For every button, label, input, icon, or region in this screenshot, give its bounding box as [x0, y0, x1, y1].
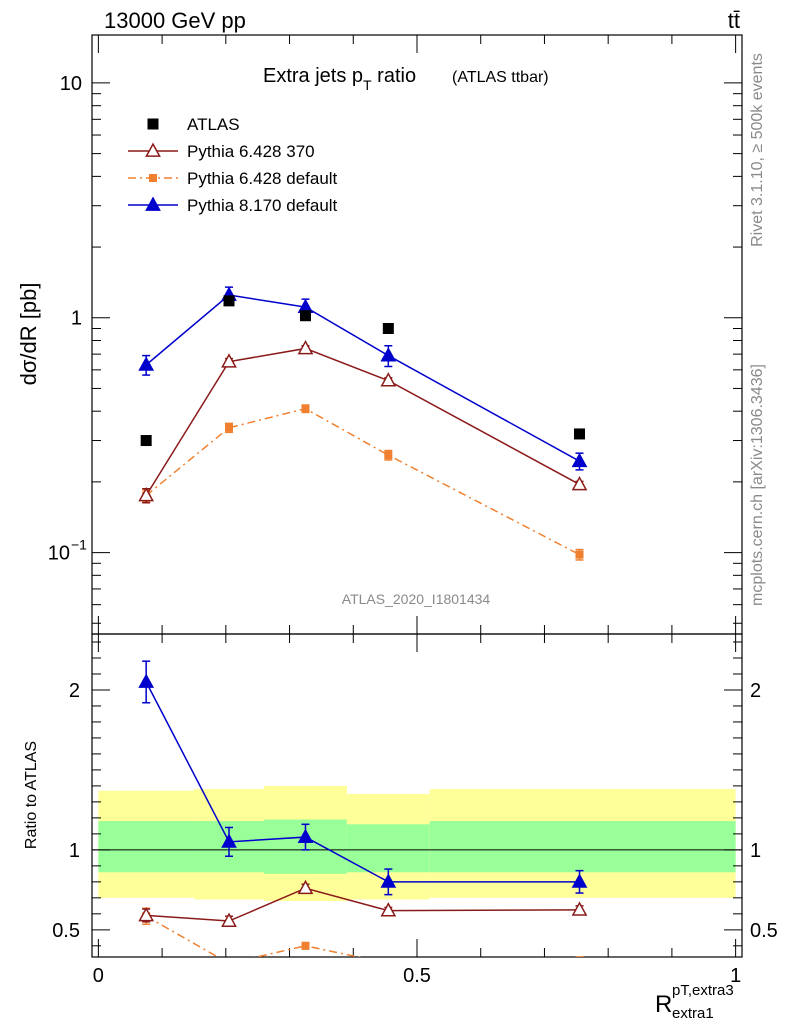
data-point	[571, 475, 588, 491]
legend-marker-3	[145, 196, 161, 211]
series-line-2	[145, 407, 580, 556]
data-point	[384, 451, 393, 460]
legend-label-0: ATLAS	[187, 115, 240, 134]
x-axis-label: R pT,extra3 extra1	[655, 982, 734, 1022]
x-tick-label: 0	[93, 965, 104, 987]
ratio-y-tick-label-right: 0.5	[750, 920, 778, 942]
data-point	[138, 487, 155, 502]
data-point	[140, 435, 152, 447]
ratio-y-tick-label: 0.5	[52, 920, 80, 942]
uncertainty-bands	[92, 785, 742, 902]
y-tick-label: 10	[48, 543, 70, 565]
ratio-y-tick-label: 2	[69, 680, 80, 702]
ratio-data-point	[297, 879, 314, 895]
legend-label-3: Pythia 8.170 default	[187, 196, 338, 215]
ratio-data-point	[384, 959, 392, 967]
data-point	[382, 322, 394, 334]
ratio-y-tick-label-right: 1	[750, 840, 761, 862]
legend-marker-2	[149, 174, 157, 182]
ratio-data-point	[301, 941, 310, 950]
legend-label-1: Pythia 6.428 370	[187, 142, 315, 161]
x-label-main: R	[655, 991, 672, 1018]
data-point	[138, 356, 155, 371]
legend-label-2: Pythia 6.428 default	[187, 169, 338, 188]
band-green-0	[98, 821, 194, 873]
rivet-label: Rivet 3.1.10, ≥ 500k events	[749, 53, 766, 247]
x-tick-label: 0.5	[403, 965, 431, 987]
svg-text:Extra jets pT ratio: Extra jets pT ratio	[263, 65, 416, 93]
title-main: Extra jets p	[263, 65, 363, 87]
data-point	[225, 423, 234, 432]
ratio-data-point	[138, 673, 155, 688]
x-label-sup: pT,extra3	[672, 982, 734, 999]
process-label: tt̄	[728, 8, 740, 33]
ratio-data-point	[221, 833, 237, 848]
ratio-y-tick-label: 1	[69, 840, 80, 862]
x-label-sub: extra1	[672, 1005, 714, 1022]
mcplots-label: mcplots.cern.ch [arXiv:1306.3436]	[749, 364, 766, 606]
data-point	[571, 452, 588, 468]
data-point	[380, 347, 397, 362]
data-point	[299, 310, 311, 322]
ratio-data-point	[380, 902, 397, 917]
legend: ATLAS Pythia 6.428 370 Pythia 6.428 defaul…	[128, 115, 338, 215]
y-tick-label: 10	[60, 73, 82, 95]
data-point	[223, 295, 235, 307]
series-line-3	[145, 294, 580, 462]
legend-marker-1	[145, 142, 161, 157]
ratio-data-point	[571, 901, 588, 916]
ratio-data-point	[380, 873, 397, 888]
x-tick-label: 1	[730, 965, 741, 987]
data-point	[574, 428, 585, 440]
ratio-series-line-2	[145, 915, 362, 957]
ratio-y-tick-label-right: 2	[750, 680, 761, 702]
ratio-data-point	[138, 906, 155, 922]
ratio-data-point	[571, 873, 588, 888]
title-note: (ATLAS ttbar)	[452, 69, 549, 86]
data-point	[380, 372, 397, 387]
y-tick-label-exp: −1	[71, 537, 87, 553]
title-rest: ratio	[372, 65, 416, 87]
y-tick-label: 1	[71, 308, 82, 330]
data-point	[221, 353, 237, 368]
data-point	[301, 404, 310, 413]
analysis-label: ATLAS_2020_I1801434	[342, 591, 491, 607]
energy-label: 13000 GeV pp	[104, 8, 246, 33]
band-green-3	[346, 824, 430, 873]
data-point	[297, 339, 314, 355]
ratio-series	[138, 660, 588, 967]
main-series	[138, 286, 588, 561]
y-axis-label: dσ/dR [pb]	[16, 283, 41, 386]
title-sub: T	[363, 77, 372, 93]
ratio-data-point	[297, 828, 314, 843]
data-point	[575, 550, 584, 559]
ratio-data-point	[225, 959, 233, 967]
ratio-data-point	[575, 956, 584, 957]
legend-marker-0	[147, 118, 159, 130]
ratio-data-point	[221, 912, 237, 927]
ratio-axis-label: Ratio to ATLAS	[23, 741, 40, 849]
chart-title: Extra jets pT ratio (ATLAS ttbar)	[263, 65, 549, 93]
band-green-4	[429, 821, 736, 873]
series-line-1	[145, 347, 580, 496]
